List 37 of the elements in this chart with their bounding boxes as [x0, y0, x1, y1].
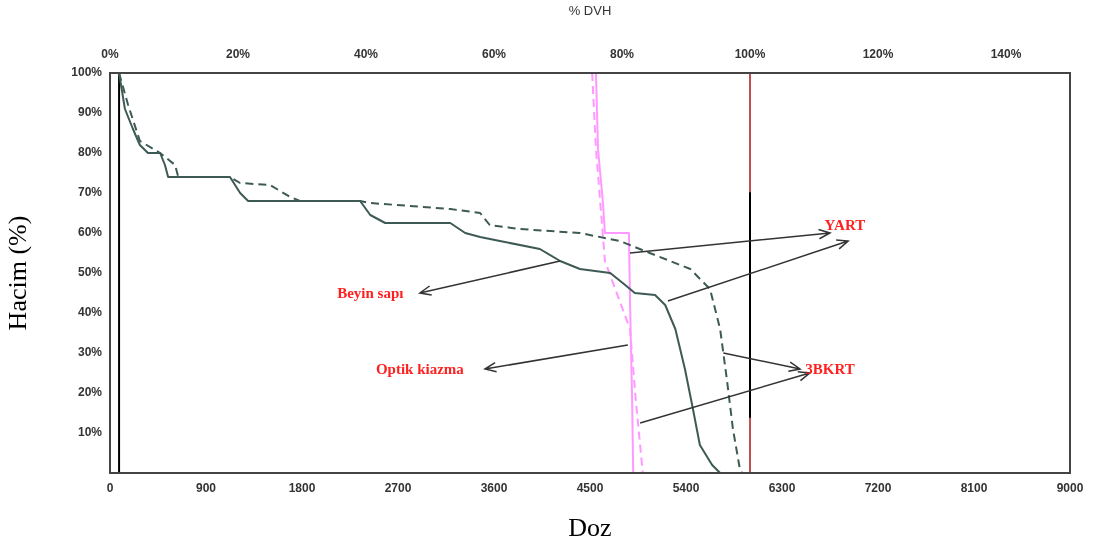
- x2-tick-label: 80%: [609, 47, 635, 62]
- x-tick-label: 1800: [288, 480, 316, 495]
- x-tick-label: 6300: [768, 480, 796, 495]
- annotation: Beyin sapı: [337, 284, 404, 302]
- x-tick-label: 8100: [960, 480, 988, 495]
- x2-tick-label: 0%: [101, 47, 119, 62]
- x-tick-label: 9000: [1056, 480, 1084, 495]
- annotation: Optik kiazma: [375, 360, 464, 378]
- y-tick-label: 40%: [77, 305, 103, 320]
- y-tick-label: 10%: [77, 425, 103, 440]
- line-series: [591, 73, 644, 473]
- x-tick-label: 5400: [672, 480, 700, 495]
- x-tick-label: 4500: [576, 480, 604, 495]
- x2-axis-title: % DVH: [568, 3, 612, 19]
- x2-tick-label: 60%: [481, 47, 507, 62]
- x2-tick-label: 20%: [225, 47, 251, 62]
- x2-tick-label: 120%: [862, 47, 894, 62]
- y-tick-label: 60%: [77, 225, 103, 240]
- annotation: YART: [824, 216, 866, 234]
- x-tick-label: 900: [195, 480, 217, 495]
- x-tick-label: 7200: [864, 480, 892, 495]
- x-axis-title: Doz: [568, 513, 612, 543]
- x-tick-label: 2700: [384, 480, 412, 495]
- y-tick-label: 70%: [77, 185, 103, 200]
- y-tick-label: 20%: [77, 385, 103, 400]
- y-tick-label: 80%: [77, 145, 103, 160]
- y-tick-label: 90%: [77, 105, 103, 120]
- x2-tick-label: 100%: [734, 47, 766, 62]
- y-axis-title: Hacim (%): [3, 215, 33, 331]
- y-tick-label: 30%: [77, 345, 103, 360]
- x-tick-label: 0: [106, 480, 114, 495]
- x2-tick-label: 40%: [353, 47, 379, 62]
- y-tick-label: 100%: [71, 65, 103, 80]
- x2-tick-label: 140%: [990, 47, 1022, 62]
- x-tick-label: 3600: [480, 480, 508, 495]
- annotation: 3BKRT: [805, 360, 855, 378]
- y-tick-label: 50%: [77, 265, 103, 280]
